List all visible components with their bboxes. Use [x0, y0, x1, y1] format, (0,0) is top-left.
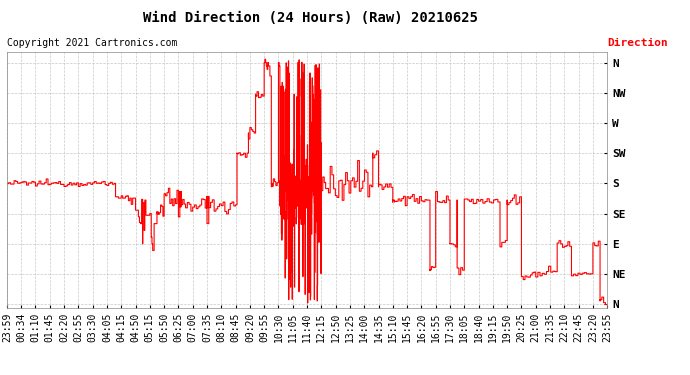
Text: Wind Direction (24 Hours) (Raw) 20210625: Wind Direction (24 Hours) (Raw) 20210625 [143, 11, 478, 25]
Text: Direction: Direction [607, 38, 668, 48]
Text: Copyright 2021 Cartronics.com: Copyright 2021 Cartronics.com [7, 38, 177, 48]
